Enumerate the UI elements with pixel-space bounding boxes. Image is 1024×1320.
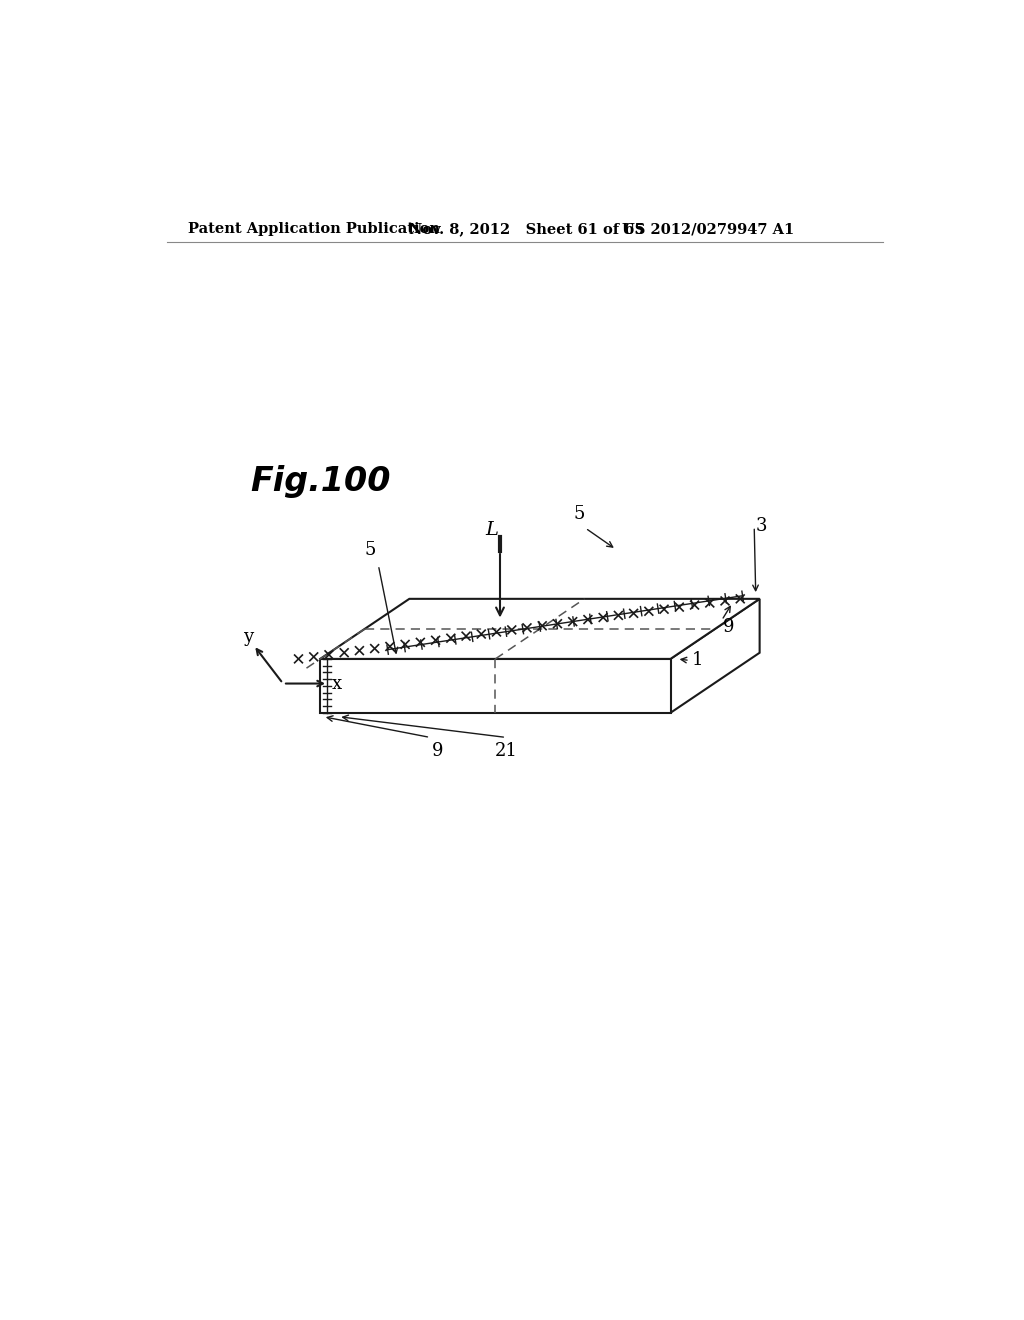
Text: y: y xyxy=(243,628,253,647)
Text: Patent Application Publication: Patent Application Publication xyxy=(188,222,440,236)
Text: 9: 9 xyxy=(723,618,734,635)
Text: 9: 9 xyxy=(432,742,443,760)
Polygon shape xyxy=(321,659,671,713)
Text: US 2012/0279947 A1: US 2012/0279947 A1 xyxy=(623,222,795,236)
Text: 5: 5 xyxy=(365,541,376,558)
Text: L: L xyxy=(485,520,499,539)
Text: 1: 1 xyxy=(692,652,703,669)
Text: x: x xyxy=(332,676,342,693)
Polygon shape xyxy=(671,599,760,713)
Text: 5: 5 xyxy=(573,506,585,523)
Text: Nov. 8, 2012   Sheet 61 of 65: Nov. 8, 2012 Sheet 61 of 65 xyxy=(410,222,645,236)
Text: Fig.100: Fig.100 xyxy=(251,466,391,499)
Text: 21: 21 xyxy=(495,742,518,760)
Text: 3: 3 xyxy=(756,517,767,536)
Polygon shape xyxy=(321,599,760,659)
